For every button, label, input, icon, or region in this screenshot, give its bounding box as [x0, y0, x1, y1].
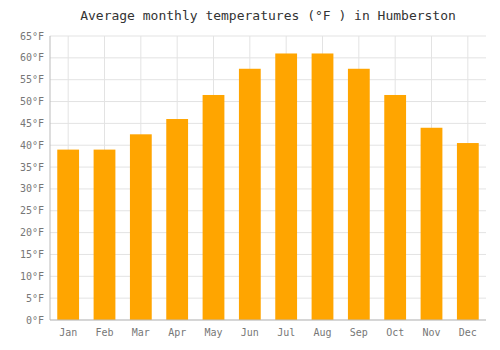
- bar: [312, 53, 334, 320]
- y-tick-label: 5°F: [26, 293, 44, 304]
- bar: [275, 53, 297, 320]
- y-grid-line: [50, 123, 486, 124]
- bar: [384, 95, 406, 320]
- x-tick-label: Dec: [459, 327, 477, 338]
- y-tick-label: 45°F: [20, 118, 44, 129]
- bar: [421, 128, 443, 320]
- y-tick-label: 65°F: [20, 31, 44, 42]
- y-grid-line: [50, 101, 486, 102]
- x-tick-label: Sep: [350, 327, 368, 338]
- x-tick-label: Mar: [132, 327, 150, 338]
- bar: [203, 95, 225, 320]
- y-axis-line: [50, 36, 51, 320]
- x-tick-label: Jul: [277, 327, 295, 338]
- x-tick-label: Aug: [313, 327, 331, 338]
- x-tick-label: Jan: [59, 327, 77, 338]
- y-grid-line: [50, 79, 486, 80]
- bar: [239, 69, 261, 320]
- bar: [457, 143, 479, 320]
- grid: [50, 36, 486, 320]
- y-tick-label: 50°F: [20, 96, 44, 107]
- chart-title: Average monthly temperatures (°F ) in Hu…: [80, 8, 456, 23]
- y-tick-label: 60°F: [20, 52, 44, 63]
- y-tick-label: 25°F: [20, 205, 44, 216]
- y-grid-line: [50, 320, 486, 321]
- y-grid-line: [50, 36, 486, 37]
- y-tick-label: 55°F: [20, 74, 44, 85]
- y-tick-label: 0°F: [26, 315, 44, 326]
- y-tick-label: 15°F: [20, 249, 44, 260]
- y-tick-label: 40°F: [20, 140, 44, 151]
- bars: [57, 53, 478, 320]
- bar: [166, 119, 188, 320]
- chart-svg: Average monthly temperatures (°F ) in Hu…: [0, 0, 500, 350]
- chart-container: Average monthly temperatures (°F ) in Hu…: [0, 0, 500, 350]
- y-grid-line: [50, 57, 486, 58]
- x-tick-label: Nov: [422, 327, 440, 338]
- y-tick-label: 35°F: [20, 162, 44, 173]
- x-axis-line: [50, 320, 486, 321]
- x-tick-label: Oct: [386, 327, 404, 338]
- bar: [94, 150, 116, 320]
- x-tick-label: Jun: [241, 327, 259, 338]
- y-tick-label: 30°F: [20, 183, 44, 194]
- y-tick-label: 10°F: [20, 271, 44, 282]
- bar: [348, 69, 370, 320]
- x-tick-label: Apr: [168, 327, 186, 338]
- bar: [57, 150, 79, 320]
- x-tick-label: Feb: [95, 327, 113, 338]
- x-tick-label: May: [204, 327, 222, 338]
- bar: [130, 134, 152, 320]
- y-tick-label: 20°F: [20, 227, 44, 238]
